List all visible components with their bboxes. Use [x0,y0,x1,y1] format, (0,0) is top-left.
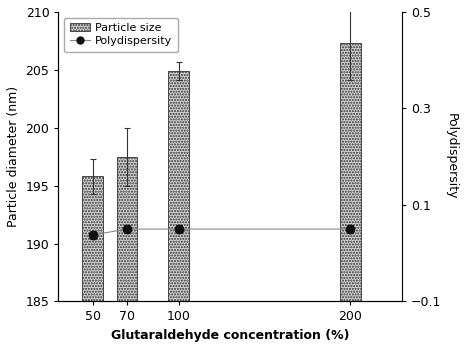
Y-axis label: Particle diameter (nm): Particle diameter (nm) [7,86,20,227]
Bar [340,43,361,302]
Bar [82,176,103,302]
X-axis label: Glutaraldehyde concentration (%): Glutaraldehyde concentration (%) [111,329,349,342]
Bar [117,157,138,302]
Y-axis label: Polydispersity: Polydispersity [445,113,458,200]
Bar [168,71,189,302]
Legend: Particle size, Polydispersity: Particle size, Polydispersity [64,17,178,52]
